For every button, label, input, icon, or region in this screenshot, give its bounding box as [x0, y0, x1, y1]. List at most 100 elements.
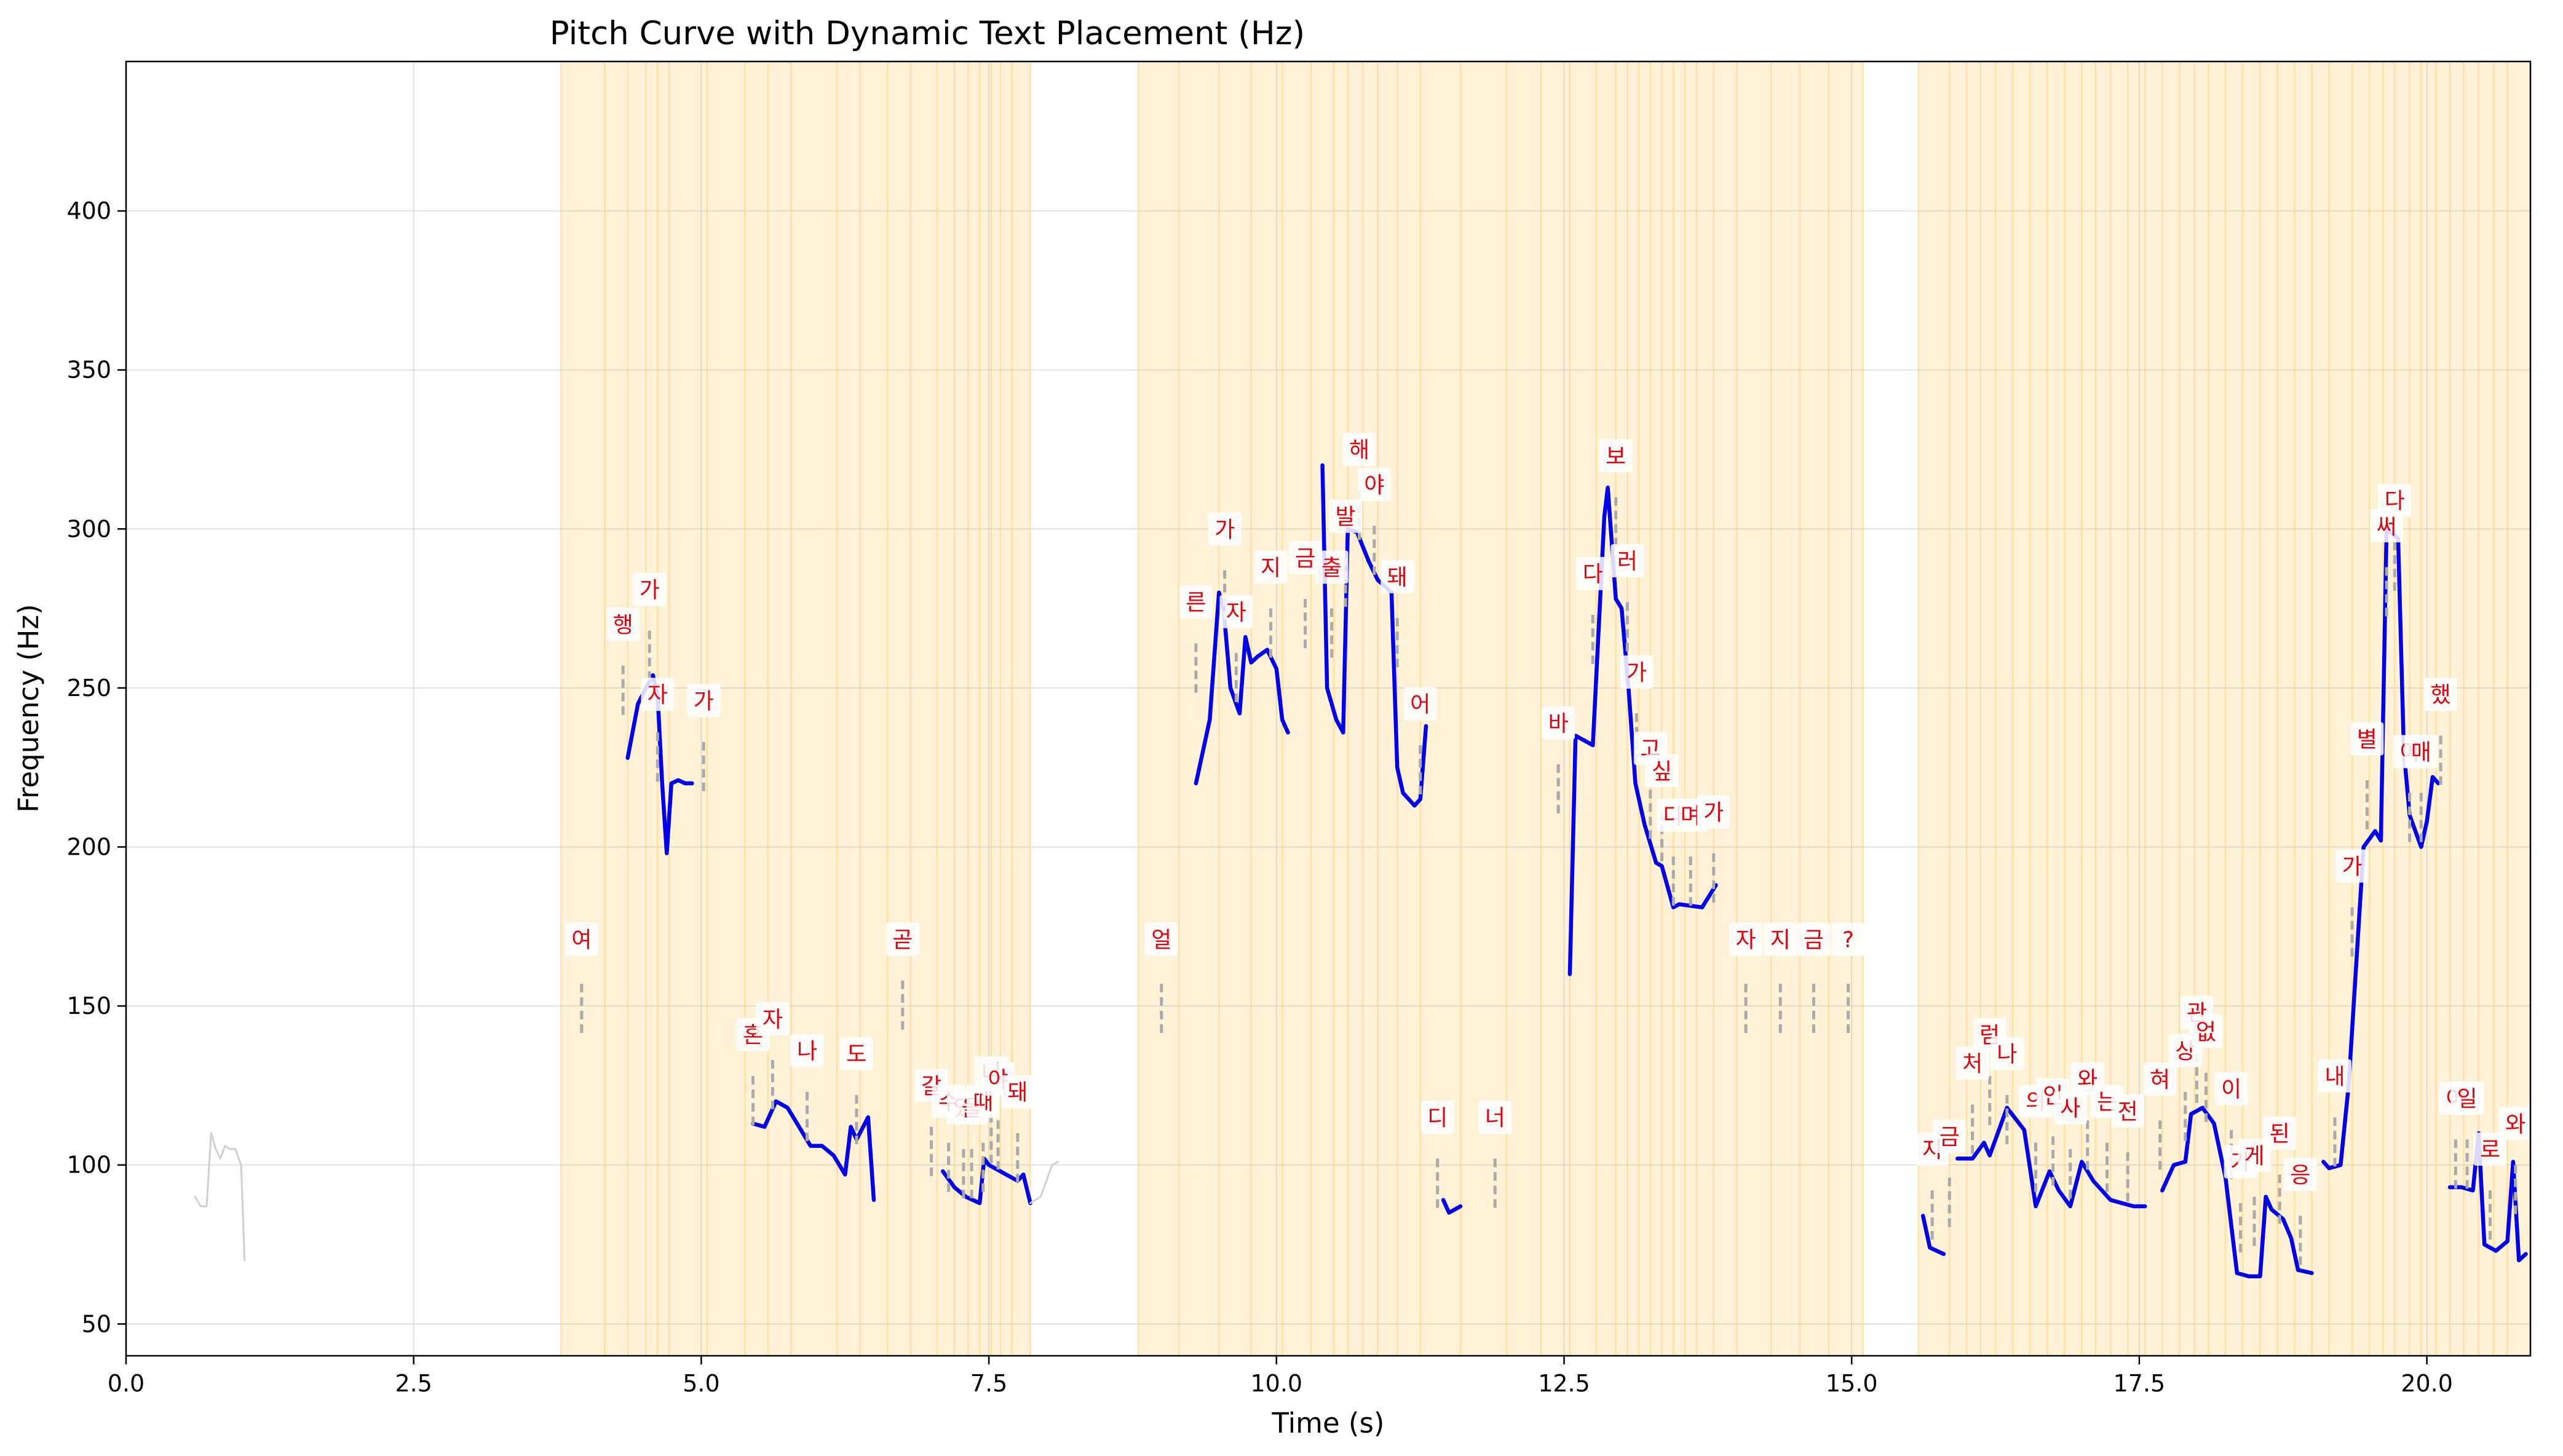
syllable-label-bg	[1219, 595, 1253, 628]
syllable-label: 혀	[2150, 1067, 2170, 1093]
x-axis-ticks: 0.0 2.5 5.0 7.5 10.0 12.5 15.0 17.5 20.0	[108, 1356, 2453, 1397]
x-tick-label: 12.5	[1538, 1370, 1590, 1397]
syllable-label-bg	[1764, 922, 1797, 956]
y-axis-ticks: 50 100 150 200 250 300 350 400	[66, 197, 126, 1337]
syllable-label: 전	[2118, 1099, 2138, 1125]
syllable-label-bg	[1381, 560, 1414, 593]
syllable-label-bg	[1420, 1101, 1454, 1134]
syllable-label: 가	[1626, 660, 1647, 686]
syllable-label-bg	[2263, 1116, 2297, 1150]
syllable-label: 가	[2342, 855, 2362, 880]
syllable-label: 이	[2221, 1077, 2241, 1102]
syllable-label: 자	[1226, 600, 1246, 625]
syllable-label-bg	[1000, 1075, 1034, 1109]
syllable-labels: 여행가자가혼자나도곧갈수있을때니야돼얼른가자지금출발해야돼어디너바다보러가고싶다…	[564, 432, 2530, 1192]
syllable-label-bg	[1208, 512, 1242, 546]
y-tick-label: 350	[66, 357, 111, 384]
syllable-label: 다	[2385, 489, 2405, 514]
syllable-label-bg	[1179, 585, 1213, 619]
syllable-label: 매	[2411, 740, 2431, 765]
syllable-label: 내	[2324, 1064, 2345, 1090]
syllable-label-bg	[2350, 722, 2384, 756]
syllable-label-bg	[633, 572, 667, 606]
y-tick-label: 50	[82, 1310, 111, 1337]
syllable-label-bg	[1144, 922, 1178, 956]
y-tick-label: 150	[66, 992, 111, 1019]
syllable-label: 러	[1617, 549, 1638, 574]
syllable-label: 어	[1410, 692, 1430, 718]
syllable-label: 나	[797, 1039, 817, 1064]
y-tick-label: 100	[66, 1152, 111, 1179]
syllable-label: 도	[846, 1042, 866, 1067]
syllable-label-bg	[2318, 1059, 2351, 1093]
syllable-label-bg	[1576, 556, 1610, 590]
syllable-label: 야	[1364, 473, 1384, 498]
y-tick-label: 200	[66, 833, 111, 860]
syllable-label-bg	[641, 678, 675, 711]
syllable-label: 지	[1770, 927, 1791, 952]
syllable-label-bg	[1478, 1101, 1512, 1134]
syllable-label: 했	[2431, 682, 2451, 708]
syllable-label: 별	[2357, 727, 2377, 753]
pitch-line	[1441, 1198, 1463, 1215]
syllable-label: 게	[2244, 1144, 2264, 1169]
syllable-label-bg	[885, 922, 919, 956]
syllable-label-bg	[687, 684, 721, 718]
syllable-label: 된	[2270, 1122, 2290, 1147]
syllable-label: 자	[648, 682, 668, 708]
syllable-label: 없	[2196, 1019, 2216, 1045]
pitch-line	[1194, 590, 1290, 786]
syllable-label: 다	[1583, 562, 1603, 587]
x-tick-label: 20.0	[2401, 1370, 2453, 1397]
syllable-label-bg	[2214, 1072, 2248, 1106]
x-tick-label: 10.0	[1251, 1370, 1303, 1397]
syllable-label-bg	[2370, 509, 2404, 543]
syllable-label-bg	[2424, 678, 2458, 711]
syllable-label-bg	[2498, 1107, 2530, 1141]
x-tick-label: 17.5	[2113, 1370, 2166, 1397]
syllable-label-bg	[839, 1037, 873, 1070]
syllable-label-bg	[2335, 849, 2369, 883]
syllable-label: 나	[1997, 1042, 2017, 1067]
syllable-label-bg	[1697, 795, 1730, 829]
highlight-region	[561, 61, 1031, 1356]
highlight-region	[1138, 61, 1863, 1356]
syllable-label: 처	[1962, 1051, 1983, 1077]
syllable-label: 금	[1804, 927, 1824, 952]
syllable-label-bg	[564, 922, 598, 956]
syllable-label-bg	[2053, 1091, 2087, 1125]
syllable-label-bg	[1315, 550, 1349, 584]
plot-area: 여행가자가혼자나도곧갈수있을때니야돼얼른가자지금출발해야돼어디너바다보러가고싶다…	[126, 61, 2530, 1356]
syllable-label: 른	[1186, 590, 1206, 615]
syllable-label: 여	[571, 927, 592, 952]
syllable-label-bg	[1342, 432, 1376, 466]
syllable-label-bg	[606, 607, 640, 641]
syllable-label-bg	[1620, 655, 1654, 689]
y-tick-label: 300	[66, 515, 111, 542]
syllable-label-bg	[2378, 483, 2412, 517]
syllable-label-bg	[2238, 1139, 2272, 1173]
syllable-label-bg	[2143, 1062, 2177, 1096]
pitch-line-unvoiced	[1029, 1161, 1059, 1205]
highlight-regions	[561, 61, 2530, 1356]
syllable-label: 바	[1548, 711, 1569, 737]
x-tick-label: 0.0	[108, 1370, 145, 1397]
syllable-label: 해	[1349, 438, 1369, 463]
chart-title: Pitch Curve with Dynamic Text Placement …	[550, 15, 1305, 52]
syllable-label-bg	[1990, 1037, 2024, 1070]
x-tick-label: 2.5	[395, 1370, 432, 1397]
syllable-boundaries	[560, 61, 2508, 1356]
syllable-label: 금	[1295, 546, 1315, 571]
syllable-label-bg	[1729, 922, 1763, 956]
syllable-label-bg	[1933, 1120, 1967, 1153]
syllable-label: 행	[613, 612, 633, 638]
syllable-label: 와	[2505, 1112, 2525, 1137]
syllable-label: 가	[694, 689, 714, 714]
syllable-label-bg	[1599, 439, 1633, 473]
syllable-label: 너	[1485, 1106, 1505, 1131]
syllable-label-bg	[1357, 467, 1391, 501]
label-connectors	[580, 491, 2517, 1265]
syllable-label-bg	[2450, 1082, 2484, 1115]
plot-frame	[125, 60, 2532, 1357]
